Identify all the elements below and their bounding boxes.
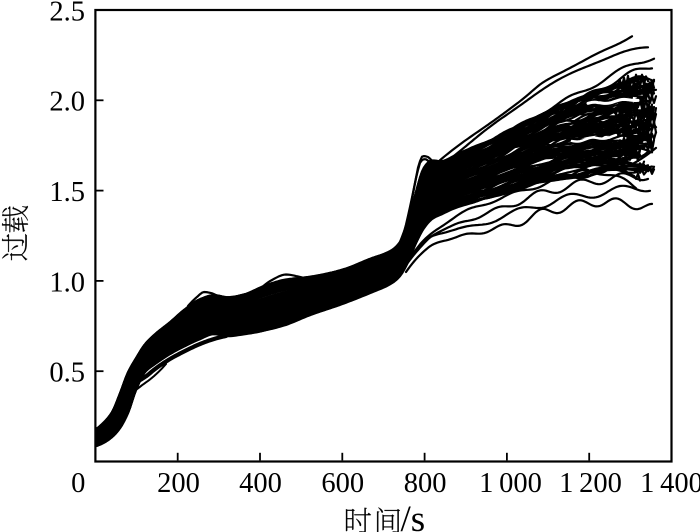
svg-text:600: 600	[321, 468, 364, 499]
svg-text:1 000: 1 000	[479, 468, 542, 499]
svg-text:2.0: 2.0	[49, 87, 85, 118]
svg-text:/s: /s	[401, 499, 426, 532]
svg-text:1 200: 1 200	[559, 468, 622, 499]
svg-text:1 400: 1 400	[640, 468, 700, 499]
svg-text:1.5: 1.5	[49, 177, 85, 208]
svg-text:0.5: 0.5	[49, 358, 85, 389]
svg-text:0: 0	[71, 468, 85, 499]
svg-text:1.0: 1.0	[49, 267, 85, 298]
svg-text:800: 800	[404, 468, 447, 499]
svg-text:200: 200	[157, 468, 200, 499]
svg-text:400: 400	[239, 468, 282, 499]
svg-text:2.5: 2.5	[49, 0, 85, 27]
